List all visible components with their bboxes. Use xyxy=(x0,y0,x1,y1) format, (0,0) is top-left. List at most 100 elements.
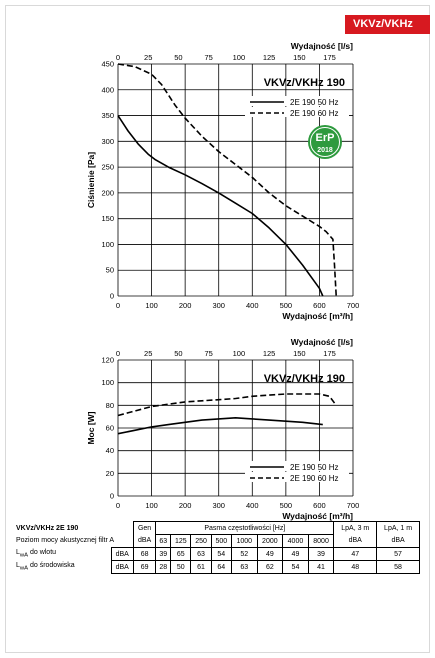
product-tag: VKVz/VKHz xyxy=(345,15,430,34)
row-label: LwA do środowiska xyxy=(16,562,75,572)
y-tick-label: 400 xyxy=(101,85,114,94)
row-value: 49 xyxy=(282,547,309,561)
row-value: 64 xyxy=(210,560,232,574)
row-value: 63 xyxy=(230,560,258,574)
y-tick-label: 80 xyxy=(106,401,114,410)
x-tick-label: 100 xyxy=(145,501,158,510)
x2-tick-label: 25 xyxy=(144,349,152,358)
y-tick-label: 0 xyxy=(110,492,114,501)
chart-title: VKVz/VKHz 190 xyxy=(264,373,345,385)
x2-tick-label: 75 xyxy=(204,349,212,358)
row-value: 62 xyxy=(256,560,284,574)
row-value: 63 xyxy=(190,547,212,561)
x-tick-label: 0 xyxy=(116,301,120,310)
row-unit: dBA xyxy=(110,547,134,561)
x-tick-label: 700 xyxy=(347,301,360,310)
bands-header: Pasma częstotliwości [Hz] xyxy=(155,521,335,535)
row-lpa3: 47 xyxy=(333,547,378,561)
row-gen: 68 xyxy=(132,547,157,561)
row-value: 28 xyxy=(155,560,172,574)
x-tick-label: 600 xyxy=(313,501,326,510)
band-header: 8000 xyxy=(307,534,335,548)
row-value: 54 xyxy=(282,560,309,574)
chart-title: VKVz/VKHz 190 xyxy=(264,77,345,89)
lpa1-unit: dBA xyxy=(376,534,420,548)
lpa1-header: LpA, 1 m xyxy=(376,521,420,535)
x-tick-label: 400 xyxy=(246,301,259,310)
x-tick-label: 700 xyxy=(347,501,360,510)
x2-tick-label: 175 xyxy=(323,349,336,358)
y-tick-label: 450 xyxy=(101,60,114,69)
x2-tick-label: 150 xyxy=(293,349,306,358)
x2-tick-label: 25 xyxy=(144,53,152,62)
row-lpa1: 58 xyxy=(376,560,420,574)
x-tick-label: 100 xyxy=(145,301,158,310)
x2-tick-label: 0 xyxy=(116,53,120,62)
x2-tick-label: 175 xyxy=(323,53,336,62)
x2-tick-label: 50 xyxy=(174,53,182,62)
x-tick-label: 0 xyxy=(116,501,120,510)
x-tick-label: 300 xyxy=(212,301,225,310)
row-value: 54 xyxy=(210,547,232,561)
row-label: LwA do wlotu xyxy=(16,549,57,559)
x-tick-label: 500 xyxy=(280,301,293,310)
legend-bg xyxy=(245,96,349,106)
x-tick-label: 200 xyxy=(179,301,192,310)
legend-label: 2E 190 50 Hz xyxy=(290,463,338,472)
x2-tick-label: 100 xyxy=(233,53,246,62)
x2-tick-label: 125 xyxy=(263,349,276,358)
gen-header: Gen xyxy=(132,521,157,535)
x-tick-label: 400 xyxy=(246,501,259,510)
legend-label: 2E 190 60 Hz xyxy=(290,109,338,118)
legend-bg xyxy=(245,472,349,482)
y-tick-label: 350 xyxy=(101,111,114,120)
y-tick-label: 200 xyxy=(101,188,114,197)
y-axis-title: Ciśnienie [Pa] xyxy=(86,152,96,208)
legend-label: 2E 190 60 Hz xyxy=(290,474,338,483)
x-tick-label: 500 xyxy=(280,501,293,510)
erp-badge-year: 2018 xyxy=(317,147,333,154)
x2-tick-label: 100 xyxy=(233,349,246,358)
x2-axis-title: Wydajność [l/s] xyxy=(291,41,353,51)
y-tick-label: 0 xyxy=(110,292,114,301)
band-header: 2000 xyxy=(256,534,284,548)
y-axis-title: Moc [W] xyxy=(86,411,96,444)
band-header: 250 xyxy=(190,534,212,548)
series-line xyxy=(117,115,324,297)
band-header: 1000 xyxy=(230,534,258,548)
y-tick-label: 40 xyxy=(106,446,114,455)
row-value: 50 xyxy=(170,560,192,574)
row-value: 39 xyxy=(307,547,335,561)
band-header: 63 xyxy=(155,534,172,548)
x-tick-label: 600 xyxy=(313,301,326,310)
row-value: 49 xyxy=(256,547,284,561)
y-tick-label: 100 xyxy=(101,240,114,249)
x2-tick-label: 75 xyxy=(204,53,212,62)
series-line xyxy=(117,393,337,417)
erp-badge-ring xyxy=(310,127,340,157)
y-tick-label: 150 xyxy=(101,214,114,223)
x2-tick-label: 50 xyxy=(174,349,182,358)
erp-badge-icon xyxy=(308,125,342,159)
row-lpa3: 48 xyxy=(333,560,378,574)
table-subtitle: Poziom mocy akustycznej filtr A xyxy=(16,537,115,545)
row-unit: dBA xyxy=(110,560,134,574)
x2-axis-title: Wydajność [l/s] xyxy=(291,337,353,347)
x2-tick-label: 125 xyxy=(263,53,276,62)
table-title: VKVz/VKHz 2E 190 xyxy=(16,524,79,532)
legend-bg xyxy=(245,107,349,117)
erp-badge-text: ErP xyxy=(316,132,335,144)
x-axis-title: Wydajność [m³/h] xyxy=(282,311,353,321)
acoustic-table: VKVz/VKHz 2E 190 Gen Pasma częstotliwośc… xyxy=(15,521,420,574)
x-tick-label: 200 xyxy=(179,501,192,510)
band-header: 125 xyxy=(170,534,192,548)
row-value: 61 xyxy=(190,560,212,574)
x-tick-label: 300 xyxy=(212,501,225,510)
page-frame xyxy=(5,5,430,653)
row-lpa1: 57 xyxy=(376,547,420,561)
y-tick-label: 60 xyxy=(106,424,114,433)
lpa3-unit: dBA xyxy=(333,534,378,548)
y-tick-label: 250 xyxy=(101,163,114,172)
table-row: LwA do środowiska dBA 69 28 50 61 64 63 … xyxy=(15,560,420,574)
row-gen: 69 xyxy=(132,560,157,574)
